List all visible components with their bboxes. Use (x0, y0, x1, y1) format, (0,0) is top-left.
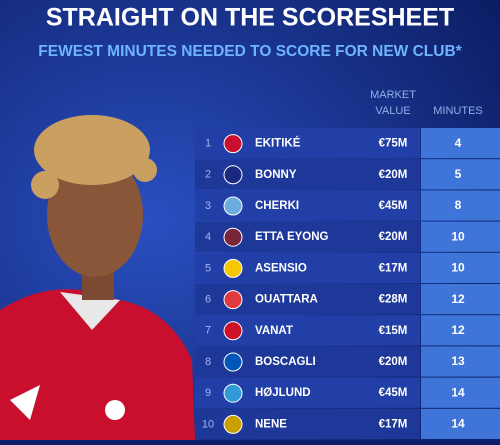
market-value: €17M (379, 262, 408, 274)
market-value: €20M (379, 169, 408, 181)
club-logo (223, 321, 243, 341)
player-name: OUATTARA (255, 294, 318, 306)
column-header: MINUTES (433, 105, 483, 117)
title: STRAIGHT ON THE SCORESHEET (46, 4, 454, 32)
player-name: ASENSIO (255, 262, 307, 274)
minutes-cell (421, 252, 500, 283)
column-header: MARKET (370, 89, 416, 101)
club-logo (223, 196, 243, 216)
player-name: BONNY (255, 169, 297, 181)
market-value: €45M (379, 200, 408, 212)
minutes: 13 (451, 354, 465, 368)
column-header: VALUE (375, 105, 410, 117)
rank: 2 (205, 169, 211, 181)
club-logo (223, 383, 243, 403)
club-logo (223, 165, 243, 185)
minutes: 5 (455, 167, 462, 181)
minutes-cell (421, 408, 500, 439)
table: 1 EKITIKÉ €75M 4 2 BONNY €20M 5 3 CHERKI €45M 8 4 ETT… (195, 128, 500, 439)
minutes: 10 (451, 229, 465, 243)
rank: 10 (202, 418, 214, 430)
player-name: VANAT (255, 325, 293, 337)
minutes-cell (421, 377, 500, 408)
minutes: 12 (451, 323, 465, 337)
player-photo (0, 115, 195, 440)
minutes: 8 (455, 198, 462, 212)
rank: 5 (205, 262, 211, 274)
rank: 9 (205, 387, 211, 399)
player-name: BOSCAGLI (255, 356, 316, 368)
rank: 4 (205, 231, 211, 243)
minutes-cell (421, 221, 500, 252)
player-name: CHERKI (255, 200, 299, 212)
minutes-cell (421, 190, 500, 221)
player-name: EKITIKÉ (255, 137, 301, 150)
club-logo (223, 414, 243, 434)
market-value: €15M (379, 325, 408, 337)
minutes: 4 (455, 136, 462, 150)
minutes: 14 (451, 385, 465, 399)
rank: 7 (205, 325, 211, 337)
rank: 6 (205, 294, 211, 306)
player-name: HØJLUND (255, 387, 311, 399)
minutes-cell (421, 284, 500, 315)
minutes-cell (421, 128, 500, 159)
player-name: ETTA EYONG (255, 231, 329, 243)
minutes: 12 (451, 292, 465, 306)
club-logo (223, 290, 243, 310)
market-value: €20M (379, 231, 408, 243)
rank: 3 (205, 200, 211, 212)
subtitle: FEWEST MINUTES NEEDED TO SCORE FOR NEW C… (38, 43, 462, 60)
rank: 1 (205, 138, 211, 150)
minutes-cell (421, 346, 500, 377)
minutes-cell (421, 315, 500, 346)
minutes: 14 (451, 417, 465, 431)
market-value: €45M (379, 387, 408, 399)
club-logo (223, 227, 243, 247)
club-logo (223, 134, 243, 154)
market-value: €20M (379, 356, 408, 368)
rank: 8 (205, 356, 211, 368)
minutes-cell (421, 159, 500, 190)
market-value: €17M (379, 418, 408, 430)
market-value: €75M (379, 138, 408, 150)
minutes: 10 (451, 261, 465, 275)
club-logo (223, 258, 243, 278)
market-value: €28M (379, 294, 408, 306)
club-logo (223, 352, 243, 372)
player-name: NENE (255, 418, 287, 430)
